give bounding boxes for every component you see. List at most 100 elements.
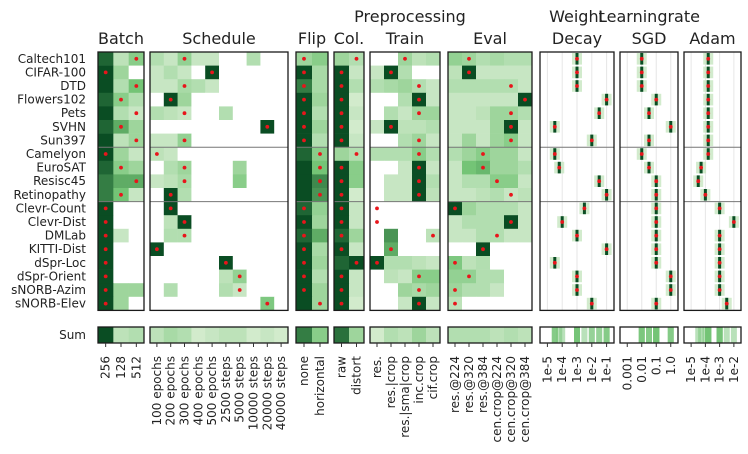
panel-learningrate-sgd-sum-frame — [619, 326, 679, 344]
panel-batch-cell — [113, 201, 129, 216]
panel-adam-best-dot — [724, 301, 729, 306]
panel-flip-best-dot — [302, 124, 306, 129]
panel-learningrate-sgd-best-dot — [654, 179, 659, 184]
panel-eval-cell — [504, 65, 519, 80]
panel-train-cell — [370, 92, 385, 107]
panel-weight-decay-best-dot — [552, 152, 557, 156]
panel-learningrate-sgd-title-line1: Learningrate — [598, 7, 700, 26]
panel-flip-tick-label-0: none — [297, 356, 311, 386]
panel-batch-cell — [128, 120, 145, 134]
panel-batch-cell — [98, 133, 114, 148]
panel-train-sum-cell — [412, 327, 427, 343]
panel-schedule-title: Schedule — [182, 29, 256, 48]
panel-batch-cell — [128, 201, 145, 216]
panel-schedule-cell — [150, 79, 165, 94]
panel-schedule-cell — [232, 106, 247, 121]
panel-schedule-cell — [274, 79, 289, 94]
panel-eval-cell — [476, 79, 491, 94]
panel-weight-decay-title-line2: Decay — [552, 29, 602, 48]
panel-eval-sum-cell — [504, 327, 519, 343]
panel-eval-best-dot — [467, 274, 471, 279]
row-label-clevr-dist: Clevr-Dist — [28, 215, 87, 229]
panel-weight-decay-best-dot — [575, 233, 579, 238]
panel-train-cell — [398, 283, 413, 298]
panel-schedule-cell — [205, 79, 220, 94]
panel-eval-cell — [490, 79, 505, 94]
panel-eval-cell — [476, 92, 491, 107]
panel-weight-decay-sum-mark — [559, 327, 566, 343]
panel-schedule-cell — [177, 147, 192, 162]
panel-train-cell — [370, 242, 385, 257]
panel-train-tick-label-3: inc.crop — [412, 356, 426, 404]
panel-batch-best-dot — [134, 84, 139, 88]
panel-schedule-cell — [177, 120, 192, 134]
panel-eval-cell — [462, 92, 477, 107]
panel-train-cell — [426, 147, 441, 162]
panel-col-cell — [349, 269, 365, 284]
panel-schedule-cell — [219, 52, 234, 66]
labels-layer: Caltech101CIFAR-100DTDFlowers102PetsSVHN… — [11, 7, 466, 342]
panel-eval-sum-cell — [518, 327, 533, 343]
panel-col-cell — [349, 120, 365, 134]
panel-col-best-dot — [339, 165, 344, 170]
panel-train-cell — [384, 188, 399, 202]
panel-col-best-dot — [339, 233, 344, 238]
panel-schedule-cell — [219, 188, 234, 202]
panel-col-cell — [349, 283, 365, 298]
panel-eval-cell — [490, 242, 505, 257]
panel-batch-cell — [98, 106, 114, 121]
panel-train-cell — [370, 133, 385, 148]
panel-train-cell — [398, 242, 413, 257]
panel-batch-cell — [113, 256, 129, 270]
panel-batch-cell — [128, 228, 145, 243]
panel-train-cell — [370, 269, 385, 284]
panel-col-cell — [349, 296, 365, 311]
panel-weight-decay-best-dot — [597, 179, 602, 184]
panel-schedule-cell — [232, 228, 247, 243]
panel-schedule-best-dot — [168, 206, 173, 211]
panel-flip-cell — [312, 269, 329, 284]
panel-learningrate-sgd-best-dot — [639, 84, 644, 88]
panel-eval-cell — [490, 120, 505, 134]
panel-batch-best-dot — [119, 192, 123, 197]
panel-weight-decay-best-dot — [589, 301, 594, 306]
panel-flip-frame — [295, 51, 329, 312]
panel-schedule-cell — [205, 92, 220, 107]
panel-schedule-best-dot — [155, 247, 159, 252]
panel-eval-best-dot — [453, 260, 457, 265]
panel-schedule-cell — [163, 215, 178, 230]
panel-eval-cell — [518, 188, 533, 202]
panel-train-cell — [370, 296, 385, 311]
panel-train-best-dot — [417, 274, 421, 279]
panel-learningrate-sgd-tick-label-0: 0.001 — [620, 356, 634, 390]
panel-eval-cell — [518, 256, 533, 270]
panel-eval-cell — [518, 283, 533, 298]
panel-schedule-cell — [274, 65, 289, 80]
panel-schedule-cell — [177, 283, 192, 298]
panel-learningrate-sgd-best-dot — [647, 111, 651, 116]
panel-train-cell — [412, 242, 427, 257]
panel-schedule-cell — [150, 188, 165, 202]
panel-schedule-cell — [246, 65, 261, 80]
panel-train-cell — [370, 52, 385, 66]
panel-train-cell — [384, 160, 399, 175]
panel-adam-frame — [683, 51, 742, 312]
panel-batch-best-dot — [103, 247, 108, 252]
panel-train-cell — [426, 174, 441, 189]
panel-train-best-dot — [417, 152, 421, 156]
panel-col: Col. raw distort — [333, 29, 365, 395]
panel-train-sum-cell — [370, 327, 385, 343]
panel-schedule-cell — [260, 188, 275, 202]
panel-schedule-cell — [150, 174, 165, 189]
panel-schedule-cell — [163, 79, 178, 94]
panel-schedule-cell — [163, 228, 178, 243]
panel-batch-cell — [113, 79, 129, 94]
panel-adam-sum-mark — [702, 327, 709, 343]
panel-weight-decay-tick-label-4: 1e-1 — [600, 356, 614, 383]
panel-schedule-cell — [246, 174, 261, 189]
panel-learningrate-sgd-tick-label-2: 0.1 — [649, 356, 663, 375]
panel-col-cell — [349, 160, 365, 175]
panel-eval-cell — [518, 65, 533, 80]
panel-eval-cell — [518, 106, 533, 121]
panel-col-best-dot — [339, 301, 344, 306]
